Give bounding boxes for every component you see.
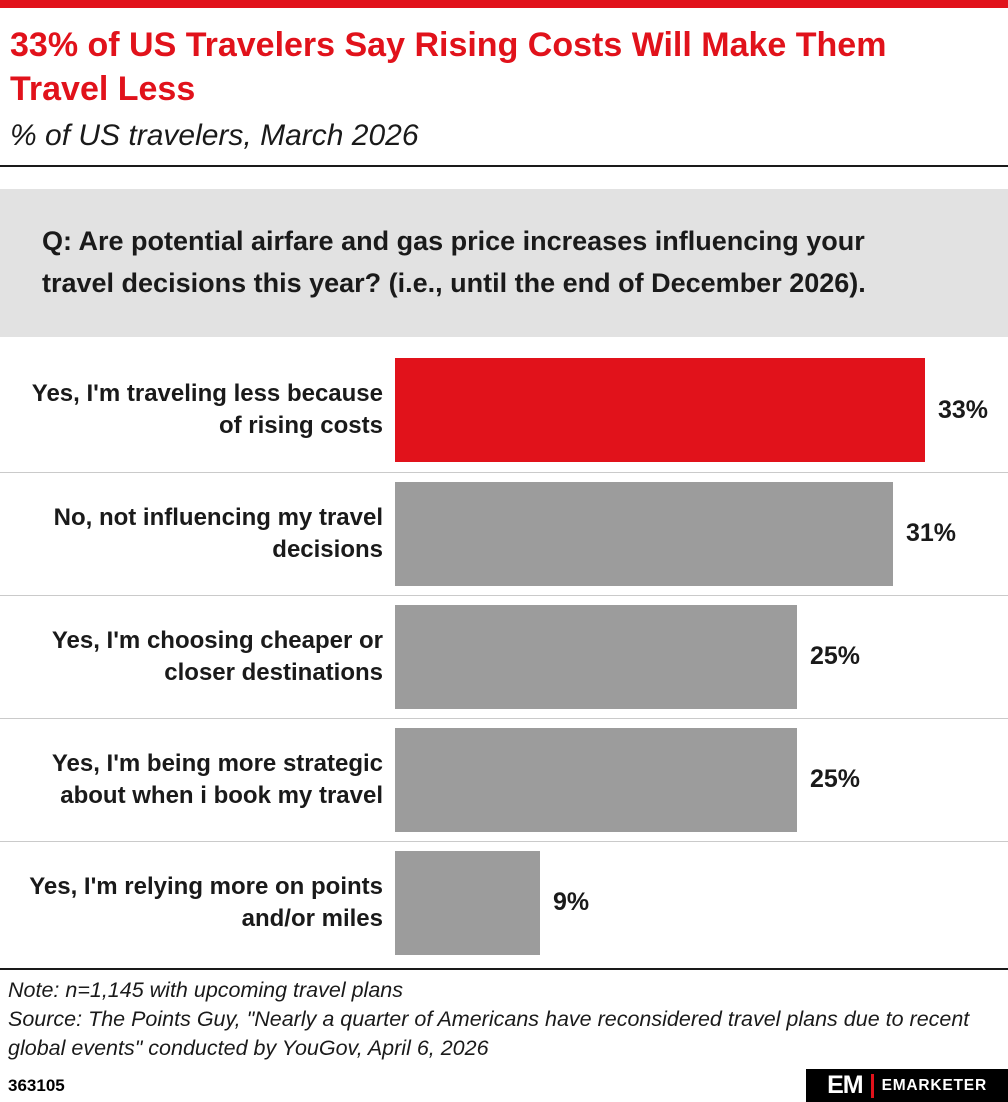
bar <box>395 481 893 586</box>
page-subtitle: % of US travelers, March 2026 <box>10 119 419 153</box>
chart-row: Yes, I'm choosing cheaper or closer dest… <box>0 594 1008 718</box>
notes-divider <box>0 967 1008 970</box>
note-text: Note: n=1,145 with upcoming travel plans <box>8 977 403 1002</box>
bar <box>395 850 540 955</box>
title-divider <box>0 165 1008 168</box>
brand-name: EMARKETER <box>881 1076 987 1094</box>
category-label: Yes, I'm choosing cheaper or closer dest… <box>51 626 383 686</box>
bar-area: 25% <box>395 596 1008 718</box>
page-title: 33% of US Travelers Say Rising Costs Wil… <box>10 26 887 108</box>
bar-area: 33% <box>395 349 1008 472</box>
source-text: Source: The Points Guy, "Nearly a quarte… <box>8 1006 970 1060</box>
bar <box>395 604 797 709</box>
category-label: Yes, I'm traveling less because of risin… <box>31 380 383 440</box>
chart-row: Yes, I'm relying more on points and/or m… <box>0 840 1008 964</box>
bar <box>395 358 925 463</box>
value-label: 33% <box>938 395 989 424</box>
category-label: Yes, I'm relying more on points and/or m… <box>29 872 383 932</box>
footnotes: Note: n=1,145 with upcoming travel plans… <box>0 970 1008 1069</box>
bar-area: 9% <box>395 842 1008 964</box>
question-box: Q: Are potential airfare and gas price i… <box>0 189 1008 337</box>
value-label: 25% <box>810 765 861 794</box>
header: 33% of US Travelers Say Rising Costs Wil… <box>0 8 1008 153</box>
bar-area: 25% <box>395 719 1008 841</box>
bar <box>395 727 797 832</box>
chart-row: Yes, I'm being more strategic about when… <box>0 717 1008 841</box>
em-logo-icon: EM <box>827 1071 863 1099</box>
chart-row: Yes, I'm traveling less because of risin… <box>0 349 1008 472</box>
chart-id: 363105 <box>8 1075 65 1095</box>
bar-area: 31% <box>395 473 1008 595</box>
top-accent-bar <box>0 0 1008 9</box>
category-label: No, not influencing my travel decisions <box>53 503 383 563</box>
category-label: Yes, I'm being more strategic about when… <box>51 749 383 809</box>
logo-divider-bar <box>870 1073 874 1098</box>
question-text: Q: Are potential airfare and gas price i… <box>42 226 866 299</box>
value-label: 31% <box>906 519 957 548</box>
bar-chart: Yes, I'm traveling less because of risin… <box>0 349 1008 964</box>
chart-row: No, not influencing my travel decisions … <box>0 471 1008 595</box>
value-label: 9% <box>553 888 590 917</box>
value-label: 25% <box>810 642 861 671</box>
footer: 363105 EM EMARKETER <box>0 1069 1008 1102</box>
emarketer-logo: EM EMARKETER <box>806 1069 1008 1102</box>
